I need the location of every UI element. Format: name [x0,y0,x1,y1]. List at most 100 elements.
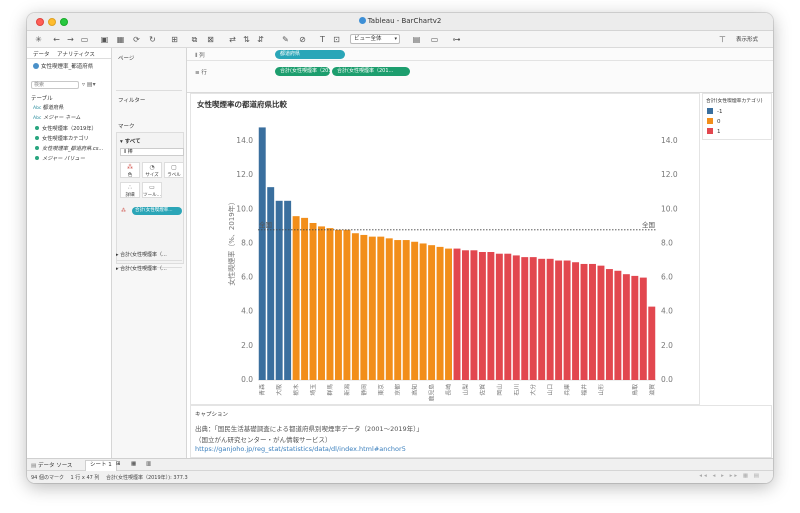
tab-analytics[interactable]: アナリティクス [57,52,95,58]
x-tick-label: 鹿児島 [428,384,436,402]
marks-all-label[interactable]: ▾ すべて [120,139,141,145]
marks-subcard-2[interactable]: ▸ 合計(女性喫煙率（... [116,266,167,272]
x-tick-label: 長崎 [445,384,453,396]
legend-item[interactable]: 0 [707,118,721,125]
filters-card-label: フィルター [118,98,146,104]
share-workbook-icon[interactable]: ⊶ [452,35,461,44]
legend-swatch [707,128,713,134]
legend-item[interactable]: -1 [707,108,722,115]
field-item[interactable]: 女性喫煙率カテゴリ [33,135,89,142]
color-button[interactable]: ⁂ 色 [120,162,140,178]
presentation-mode-icon[interactable]: ▭ [430,35,439,44]
show-me-button[interactable]: 表示形式 [736,37,759,43]
group-members-icon[interactable]: ⊘ [299,35,306,44]
detail-button[interactable]: ∴ 詳細 [120,182,140,198]
tab-data[interactable]: データ [33,52,50,58]
measure-icon [35,126,39,130]
field-search-input[interactable]: 検索 [31,81,79,89]
view-size-select[interactable]: ビュー全体 ▾ [350,34,400,44]
y2-tick-label: 8.0 [661,238,673,247]
tab-sheet-1[interactable]: シート 1 [85,460,117,471]
field-item[interactable]: 女性喫煙率（2019年） [33,125,97,132]
x-tick-label: 京都 [394,384,402,396]
show-cards-icon[interactable]: ▤ [412,35,421,44]
duplicate-sheet-icon[interactable]: ⧉ [191,35,198,44]
swap-rows-columns-icon[interactable]: ⇄ [229,35,236,44]
forward-arrow-icon[interactable]: → [67,35,74,44]
bar [258,127,266,380]
back-arrow-icon[interactable]: ← [53,35,60,44]
color-field-pill[interactable]: 合計(女性喫煙率... [132,207,182,215]
sort-descending-icon[interactable]: ⇵ [257,35,264,44]
pages-card-label: ページ [118,56,135,62]
caption-link[interactable]: https://ganjoho.jp/reg_stat/statistics/d… [195,445,406,453]
marks-subcard-1[interactable]: ▸ 合計(女性喫煙率（... [116,252,167,258]
bar [648,306,656,380]
new-dashboard-tab-icon[interactable]: ▦ [131,461,137,467]
measure-icon [35,156,39,160]
save-icon[interactable]: ▣ [100,35,109,44]
field-item[interactable]: メジャー バリュー [33,155,85,162]
minimize-window-button[interactable] [48,18,56,26]
field-item[interactable]: Abc 都道府県 [33,105,64,111]
columns-shelf-label: ⦀ 列 [195,53,205,59]
filter-view-icons[interactable]: ▿ ▤▾ [82,81,96,88]
new-datasource-icon[interactable]: ▦ [116,35,125,44]
tableau-window: Tableau - BarChartv2 ✳ ← → ▭ ▣ ▦ ⟳ ↻ ⊞ ⧉… [27,13,773,483]
new-worksheet-icon[interactable]: ⊞ [171,35,178,44]
columns-pill[interactable]: 都道府県 [275,50,345,59]
bar-icon: ⫴ [124,149,128,155]
y-tick-label: 0.0 [241,375,253,384]
y-tick-label: 6.0 [241,273,253,282]
zoom-window-button[interactable] [60,18,68,26]
bar [478,252,486,380]
legend-item[interactable]: 1 [707,128,721,135]
bar [419,243,427,380]
datasource-item[interactable]: 女性喫煙率_都道府県 [33,62,93,70]
datasource-tab-icon: ▤ [31,463,38,469]
bar [402,240,410,380]
field-item[interactable]: Abc メジャー ネーム [33,115,81,121]
label-button[interactable]: ▢ ラベル [164,162,184,178]
tab-datasource[interactable]: ▤ データ ソース [31,463,73,469]
chart-area: 女性喫煙率の都道府県比較 0.0 0.0 2.0 2.0 4.0 4.0 6.0 6.0 8.0… [190,93,700,405]
bar [377,236,385,380]
show-me-icon[interactable]: ⊤ [719,35,726,44]
rows-pill-1[interactable]: 合計(女性喫煙率（201... [275,67,330,76]
x-tick-label: 山口 [546,384,554,396]
data-pane: データ アナリティクス 女性喫煙率_都道府県 検索 ▿ ▤▾ テーブル Abc 都… [27,48,112,458]
sort-ascending-icon[interactable]: ⇅ [243,35,250,44]
table-header: テーブル [31,96,53,102]
new-story-tab-icon[interactable]: ▥ [146,461,152,467]
field-item[interactable]: 女性喫煙率_都道府県.cs... [33,145,103,152]
sheet-nav-buttons[interactable]: ◂◂ ◂ ▸ ▸▸ ▦ ▤ [699,473,761,479]
columns-shelf[interactable]: ⦀ 列 都道府県 [187,48,773,61]
tableau-logo-icon[interactable]: ✳ [35,35,42,44]
pause-updates-icon[interactable]: ⟳ [133,35,140,44]
legend-title: 合計(女性喫煙率カテゴリ) [706,99,763,104]
x-tick-label: 大阪 [275,384,283,396]
tooltip-icon: ▭ [149,184,155,191]
clear-sheet-icon[interactable]: ⊠ [207,35,214,44]
fix-axes-icon[interactable]: ⊡ [333,35,340,44]
rows-shelf[interactable]: ≡ 行 合計(女性喫煙率（201... 合計(女性喫煙率（201... [187,63,773,79]
connect-data-icon[interactable]: ▭ [80,35,89,44]
y2-tick-label: 10.0 [661,204,678,213]
rows-pill-2[interactable]: 合計(女性喫煙率（201... [332,67,410,76]
highlight-icon[interactable]: ✎ [282,35,289,44]
caption-source: 出典：「国民生活基礎調査による都道府県別喫煙率データ（2001〜2019年）」 [195,425,423,433]
bar [589,263,596,380]
bar [597,265,605,380]
tooltip-button[interactable]: ▭ ツール... [142,182,162,198]
x-tick-label: 山梨 [461,384,469,396]
measure-icon [35,146,39,150]
close-window-button[interactable] [36,18,44,26]
y-axis-title: 女性喫煙率（%、2019年） [227,198,236,285]
bar [334,229,342,380]
new-worksheet-tab-icon[interactable]: ⊞ [116,461,121,467]
show-mark-labels-icon[interactable]: T [320,35,325,44]
refresh-icon[interactable]: ↻ [149,35,156,44]
size-button[interactable]: ◔ サイズ [142,162,162,178]
mark-type-select[interactable]: ⫴ 棒 [120,148,184,156]
bottom-bar: ▤ データ ソース シート 1 ⊞ ▦ ▥ 94 個のマーク 1 行 x 47 … [27,458,773,483]
